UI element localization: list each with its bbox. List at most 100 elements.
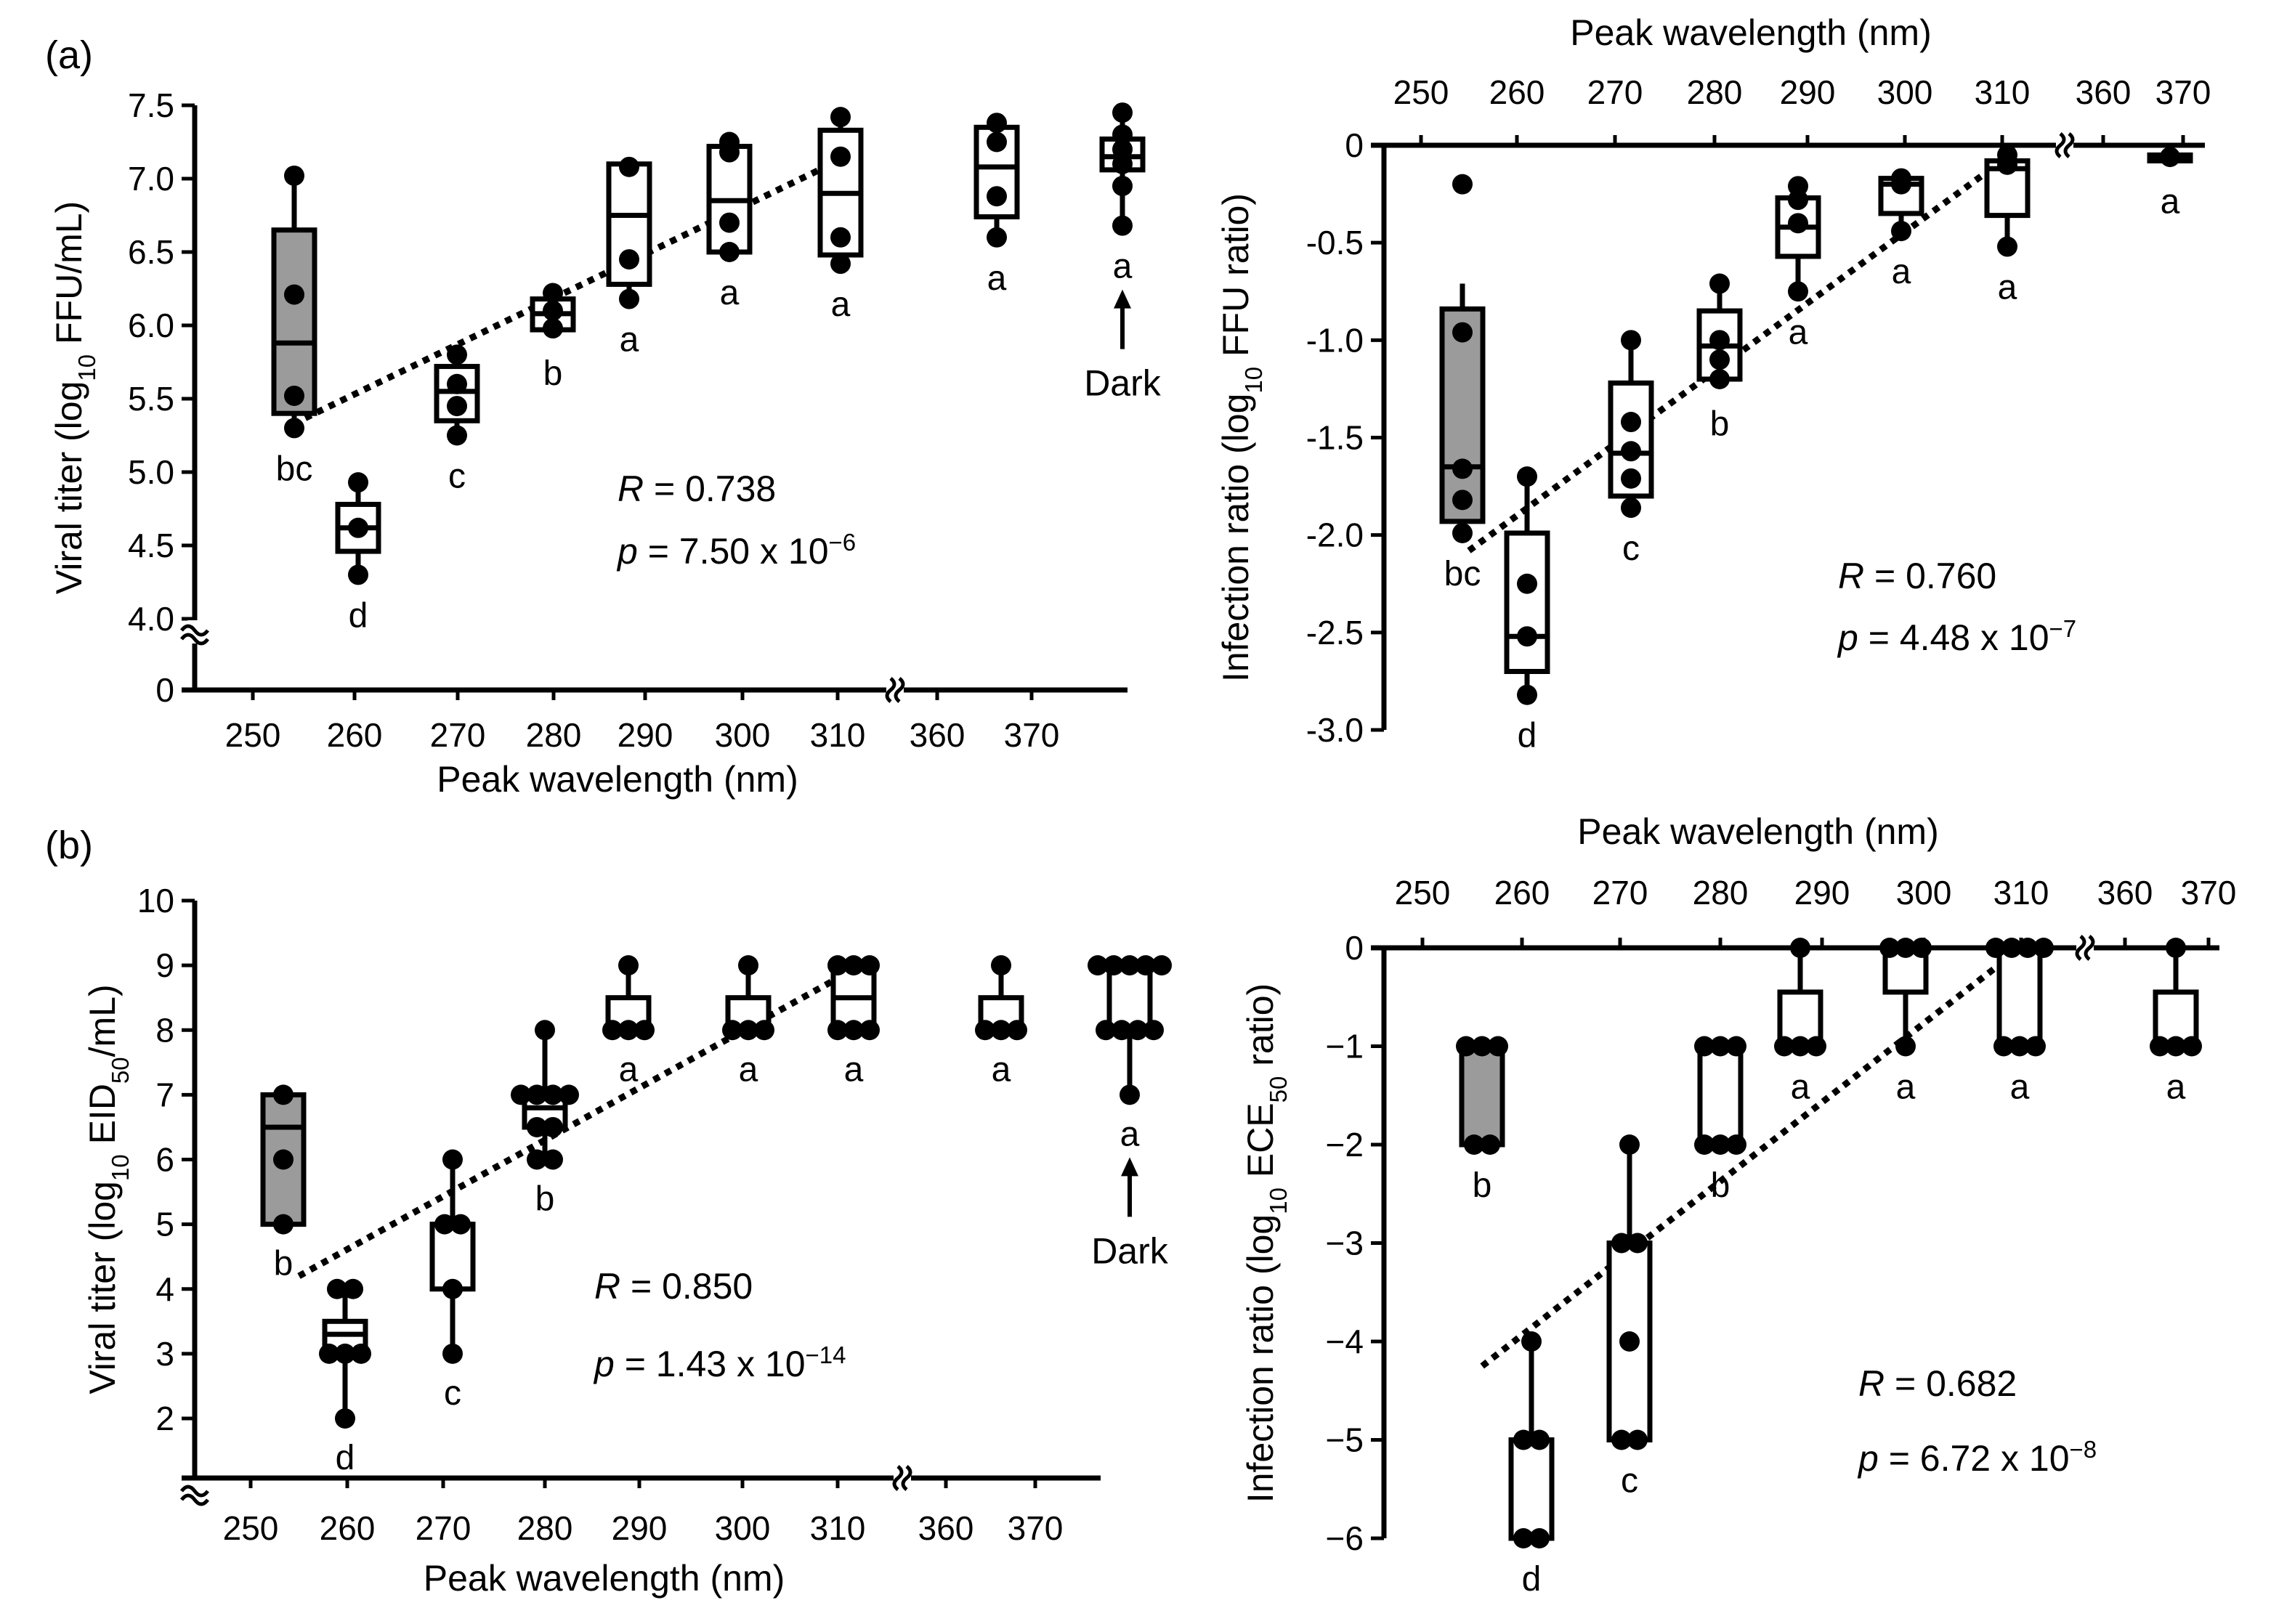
significance-letter: b <box>535 1180 555 1219</box>
data-point <box>987 186 1007 207</box>
significance-letter: a <box>1789 313 1808 352</box>
data-point <box>634 1020 655 1041</box>
y-axis-title-part: 10 <box>1265 1187 1292 1214</box>
axis-break-stroke <box>894 677 905 703</box>
y-tick-label: −1 <box>1326 1028 1364 1065</box>
data-point <box>2166 938 2186 958</box>
y-axis-title-part: 50 <box>1265 1076 1292 1103</box>
x-tick-label: 250 <box>1393 73 1449 111</box>
chart-b-left: (b) 10 9 8 7 6 5 4 3 2 250 260 270 280 290 300 310 360 370… <box>45 824 1172 1599</box>
y-axis-title-part: /mL) <box>82 984 123 1057</box>
data-point <box>1710 1036 1730 1057</box>
significance-letter: d <box>1522 1560 1542 1599</box>
box <box>1504 530 1550 674</box>
y-axis-title: Infection ratio (log10 ECE50 ratio) <box>1240 983 1292 1503</box>
data-point <box>1621 468 1641 489</box>
dark-arrowhead-icon <box>1121 1157 1138 1177</box>
significance-letter: b <box>274 1245 294 1283</box>
stat-r-part: R <box>1858 1363 1885 1404</box>
y-tick-label: 6 <box>155 1141 174 1179</box>
x-tick-label: 310 <box>1975 73 2031 111</box>
data-point <box>722 1020 742 1041</box>
y-tick-label: −3 <box>1326 1225 1364 1262</box>
data-point <box>1774 1036 1794 1057</box>
x-tick-label: 260 <box>1494 874 1550 912</box>
data-point <box>1472 1036 1492 1057</box>
data-point <box>1007 1020 1027 1041</box>
axis-break-stroke <box>2075 935 2086 961</box>
data-point <box>543 283 563 304</box>
data-point <box>1529 1528 1550 1548</box>
chart-b-right: 0 −1 −2 −3 −4 −5 −6 250 260 270 280 290 300 310 360 370… <box>1240 811 2236 1599</box>
data-point <box>1143 1020 1164 1041</box>
data-point <box>2182 1036 2202 1057</box>
y-tick-label: 0 <box>1345 929 1364 967</box>
data-point <box>738 1020 758 1041</box>
y-axis-title-part: ECE <box>1240 1103 1281 1187</box>
stat-p: p = 7.50 x 10−6 <box>616 529 856 572</box>
dark-arrowhead-icon <box>1114 289 1131 309</box>
data-point <box>1464 1134 1484 1155</box>
x-tick-label: 290 <box>1794 874 1850 912</box>
x-tick-label: 270 <box>1587 73 1643 111</box>
axis-break-icon <box>892 1465 912 1491</box>
box-group: a <box>1099 102 1146 286</box>
x-tick-label: 250 <box>223 1509 279 1547</box>
axis-break-icon <box>2075 935 2095 961</box>
y-axis-title-part: ratio) <box>1240 983 1281 1076</box>
data-point <box>1151 955 1172 976</box>
data-point <box>1710 1134 1730 1155</box>
x-tick-label: 270 <box>416 1509 471 1547</box>
data-point <box>442 1149 463 1170</box>
x-tick-label: 360 <box>910 716 966 754</box>
x-tick-label: 310 <box>1993 874 2049 912</box>
data-point <box>1790 1036 1810 1057</box>
y-tick-label: 7.5 <box>128 86 174 124</box>
data-point <box>559 1084 579 1105</box>
data-point <box>830 253 851 275</box>
y-axis-title-part: 10 <box>107 1154 134 1181</box>
y-tick-label: 5 <box>155 1206 174 1243</box>
data-point <box>1112 153 1133 174</box>
y-tick-label: -3.0 <box>1306 711 1364 749</box>
y-tick-label: 3 <box>155 1335 174 1373</box>
data-point <box>348 564 368 585</box>
box-group: a <box>2147 147 2193 221</box>
axis-break-stroke <box>180 1493 209 1506</box>
y-tick-label: 7 <box>155 1076 174 1113</box>
data-point <box>442 1343 463 1364</box>
data-point <box>827 955 848 976</box>
data-point <box>1619 1134 1640 1155</box>
significance-letter: c <box>444 1374 461 1413</box>
data-point <box>1895 1036 1916 1057</box>
x-axis-title: Peak wavelength (nm) <box>1570 12 1931 53</box>
axis-break-stroke <box>2063 132 2075 158</box>
y-tick-label: −2 <box>1326 1126 1364 1164</box>
stat-p-part: −6 <box>829 529 857 556</box>
data-point <box>830 227 851 248</box>
significance-letter: b <box>1710 405 1730 443</box>
x-tick-label: 370 <box>1004 716 1060 754</box>
data-point <box>348 472 368 493</box>
axis-break-icon <box>180 620 209 646</box>
stat-r-part: = 0.682 <box>1885 1363 2017 1404</box>
data-point <box>1517 684 1537 705</box>
data-point <box>2166 1036 2186 1057</box>
stat-r: R = 0.682 <box>1858 1363 2017 1404</box>
data-point <box>1452 458 1473 479</box>
stat-p-part: p <box>1857 1438 1879 1479</box>
significance-letter: c <box>1622 529 1640 568</box>
data-point <box>543 318 563 339</box>
axis-break-icon <box>180 1481 209 1506</box>
data-point <box>273 1149 294 1170</box>
x-tick-label: 360 <box>2076 73 2132 111</box>
significance-letter: a <box>992 1050 1011 1089</box>
stat-p: p = 4.48 x 10−7 <box>1837 615 2076 659</box>
data-point <box>1709 330 1730 351</box>
data-point <box>543 1116 563 1137</box>
significance-letter: a <box>620 321 639 360</box>
significance-letter: a <box>1113 248 1133 286</box>
x-tick-label: 280 <box>1693 874 1749 912</box>
stat-p-part: p <box>616 531 638 572</box>
